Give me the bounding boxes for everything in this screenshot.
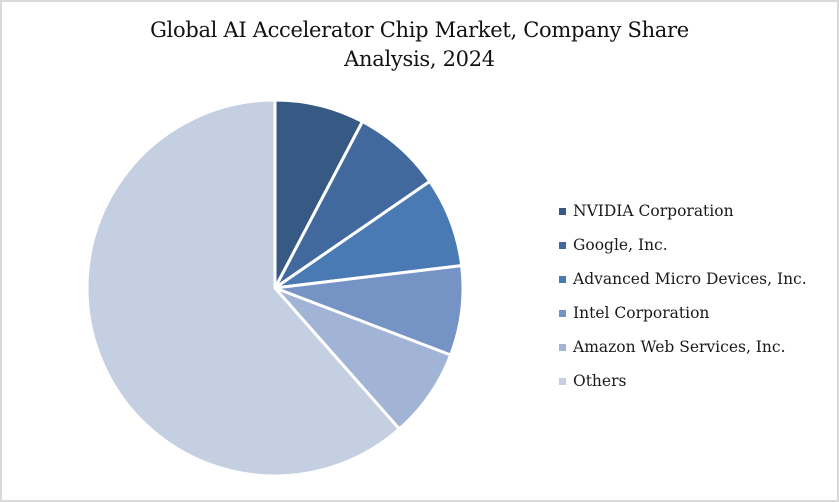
legend-label: Advanced Micro Devices, Inc.	[573, 270, 807, 288]
legend-item: NVIDIA Corporation	[559, 194, 807, 228]
legend-item: Amazon Web Services, Inc.	[559, 330, 807, 364]
legend-swatch-icon	[559, 275, 566, 283]
legend-item: Others	[559, 364, 807, 398]
legend-label: Amazon Web Services, Inc.	[573, 338, 786, 356]
legend-item: Advanced Micro Devices, Inc.	[559, 262, 807, 296]
legend-label: Others	[573, 372, 627, 390]
legend-swatch-icon	[559, 207, 566, 215]
chart-title: Global AI Accelerator Chip Market, Compa…	[0, 16, 839, 74]
legend-label: Intel Corporation	[573, 304, 710, 322]
legend-swatch-icon	[559, 309, 566, 317]
pie-slice-others	[85, 98, 401, 478]
chart-title-line-1: Global AI Accelerator Chip Market, Compa…	[150, 18, 689, 42]
chart-title-line-2: Analysis, 2024	[344, 47, 495, 71]
legend-label: NVIDIA Corporation	[573, 202, 734, 220]
legend-swatch-icon	[559, 343, 566, 351]
legend-label: Google, Inc.	[573, 236, 668, 254]
legend-item: Intel Corporation	[559, 296, 807, 330]
legend-swatch-icon	[559, 241, 566, 249]
chart-legend: NVIDIA Corporation Google, Inc. Advanced…	[559, 194, 807, 398]
legend-item: Google, Inc.	[559, 228, 807, 262]
legend-swatch-icon	[559, 377, 566, 385]
